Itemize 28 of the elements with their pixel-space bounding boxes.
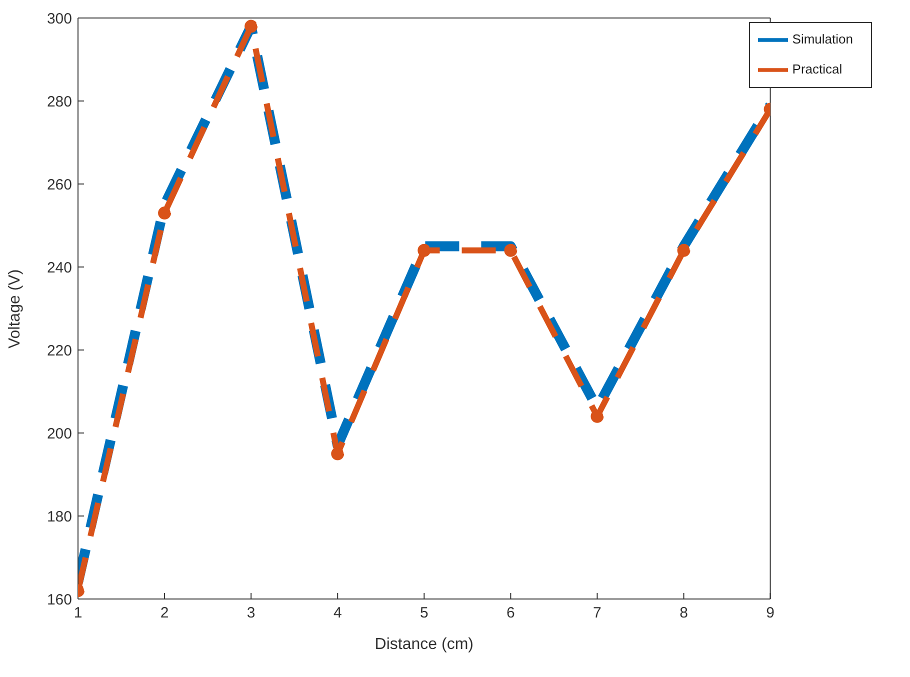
x-tick-label: 9 <box>766 604 774 622</box>
y-tick-label: 280 <box>46 93 72 110</box>
y-tick-label: 160 <box>46 591 72 608</box>
x-tick-label: 8 <box>680 604 688 622</box>
x-tick-label: 1 <box>74 604 82 622</box>
point <box>244 20 258 33</box>
legend-label: Simulation <box>792 31 853 46</box>
y-tick-label: 200 <box>46 425 72 442</box>
x-tick-label: 6 <box>506 604 515 622</box>
point <box>677 244 690 257</box>
x-tick-label: 7 <box>593 604 602 622</box>
point <box>418 244 431 257</box>
y-tick-label: 180 <box>46 508 72 526</box>
x-tick-label: 2 <box>160 604 169 622</box>
y-tick-label: 240 <box>46 259 72 276</box>
x-tick-label: 3 <box>246 604 256 622</box>
point <box>590 410 604 423</box>
y-tick-label: 300 <box>46 10 72 28</box>
x-tick-label: 4 <box>333 604 342 622</box>
x-axis-title: Distance (cm) <box>374 636 474 653</box>
x-tick-label: 5 <box>420 604 428 622</box>
y-axis-title: Voltage (V) <box>6 269 24 348</box>
y-tick-label: 220 <box>46 342 72 360</box>
point <box>331 447 344 460</box>
legend-label: Practical <box>792 61 842 76</box>
point <box>504 244 518 257</box>
point <box>158 206 172 220</box>
y-tick-label: 260 <box>46 176 72 194</box>
